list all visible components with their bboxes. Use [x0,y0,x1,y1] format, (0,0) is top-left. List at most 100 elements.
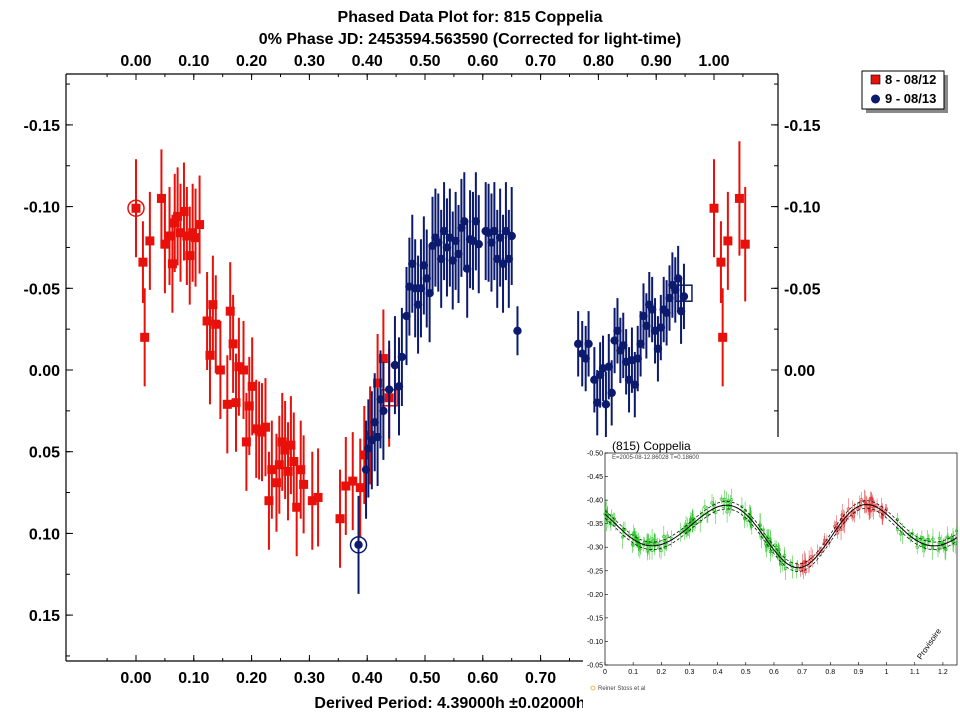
legend-label-series1: 8 - 08/12 [885,72,936,87]
point-marker [584,339,593,349]
inset-point [925,529,929,550]
inset-y-axis: -0.50 -0.45 -0.40 -0.35 -0.30 -0.25 -0.20 -0.15… [587,451,608,670]
inset-point-marker [895,518,899,522]
x-top-tick-label: 0.90 [641,53,672,70]
point-marker [211,319,221,329]
x-top-tick-label: 0.20 [236,53,267,70]
y-left-tick-label: -0.10 [24,200,61,217]
data-point [244,356,254,455]
inset-y-tick-label: -0.45 [587,474,603,481]
inset-point [621,525,625,549]
point-marker [289,457,299,467]
point-marker [195,220,205,230]
data-point [390,316,400,415]
data-point [584,311,593,377]
x-bottom-tick-label: 0.10 [178,670,209,687]
inset-point [609,516,613,532]
point-marker [165,231,175,241]
data-point [573,311,583,377]
data-point [257,383,267,482]
data-point [191,188,201,287]
inset-point-marker [925,538,929,542]
inset-fit-curves [604,500,958,572]
data-point [716,221,726,304]
inset-point-marker [745,518,749,522]
legend-blue-circle-icon [871,94,880,104]
inset-point-marker [623,527,627,532]
data-point [182,186,192,286]
inset-point-marker [698,519,702,524]
inset-point-marker [915,545,919,549]
inset-point [646,534,651,546]
point-marker [379,406,388,416]
inset-point [631,539,635,552]
point-marker [341,481,351,491]
inset-point-marker [869,497,873,501]
inset-point-marker [659,548,663,553]
data-point [156,149,166,248]
data-point [289,412,299,511]
point-marker [271,478,281,488]
inset-point [784,556,788,581]
point-marker [607,388,616,398]
inset-title: (815) Coppelia [612,439,691,453]
data-point [277,392,287,491]
inset-point [650,540,654,560]
data-point [140,288,150,387]
inset-point [944,543,948,555]
data-point [195,175,205,274]
point-marker [365,430,375,440]
point-marker [257,427,267,437]
x-bottom-tick-label: 0.20 [236,670,267,687]
inset-point-marker [662,538,666,543]
point-marker [156,193,166,203]
point-marker [378,354,388,364]
data-point [474,195,483,294]
point-marker [734,193,744,203]
inset-point-marker [900,531,905,536]
data-point [170,173,180,272]
data-point [228,294,238,393]
inset-point-marker [931,537,935,541]
inset-point-marker [773,543,777,547]
inset-point-marker [840,513,844,517]
legend: 8 - 08/12 9 - 08/13 [861,70,948,113]
inset-point [655,537,659,550]
inset-point [807,558,811,574]
inset-point-marker [685,522,690,527]
y-right-tick-label: -0.15 [784,118,821,135]
series-8-0812 [127,141,750,568]
inset-point-marker [740,504,744,509]
x-top-tick-label: 0.00 [120,53,151,70]
x-axis-top: 0.00 0.10 0.20 0.30 0.40 0.50 0.60 0.70 0.80 0.90… [106,53,744,80]
inset-x-tick-label: 0.9 [854,669,864,676]
inset-fit-envelope [604,500,958,565]
point-marker [348,476,358,486]
data-point [513,306,522,356]
point-marker [277,437,287,447]
data-point [208,255,218,354]
inset-point [740,497,744,516]
data-point [283,422,293,521]
y-left-tick-label: -0.15 [24,118,61,135]
x-bottom-tick-label: 0.40 [352,670,383,687]
data-point [341,436,351,536]
point-marker [241,437,251,447]
data-point [723,191,733,290]
inset-x-tick-label: 0 [603,669,607,676]
data-point [280,401,290,500]
inset-point-marker [850,513,854,517]
data-point [274,415,284,514]
data-point [397,307,407,406]
data-point [234,317,244,416]
inset-point [868,500,872,521]
data-point [160,195,170,294]
point-marker [222,399,232,409]
inset-point [773,540,777,551]
chart-title: Phased Data Plot for: 815 Coppelia [338,9,603,26]
inset-credit: Reiner Stoss et al [598,686,645,692]
inset-y-tick-label: -0.35 [587,521,603,528]
data-point [296,420,306,519]
data-point [205,306,215,405]
